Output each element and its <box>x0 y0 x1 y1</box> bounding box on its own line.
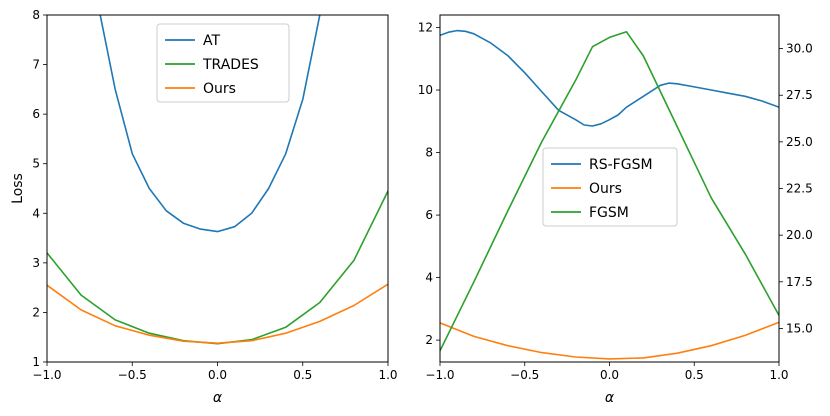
left-chart-legend: AT TRADES Ours <box>156 23 290 103</box>
left-x-tick-label: −0.5 <box>118 368 147 382</box>
right-y2-tick-label: 30.0 <box>786 42 813 56</box>
left-x-tick-label: −1.0 <box>32 368 61 382</box>
left-x-tick-label: 0.0 <box>208 368 227 382</box>
left-y-tick-label: 2 <box>32 305 40 319</box>
right-y2-tick-label: 27.5 <box>786 88 813 102</box>
right-chart: −1.0 −0.5 0.0 0.5 1.0 2 4 6 8 10 12 15.0 17.5 20.0 22.… <box>418 14 813 406</box>
right-x-tick-label: 0.0 <box>600 368 619 382</box>
right-series-line-ours <box>440 321 779 360</box>
right-chart-frame <box>439 14 780 363</box>
left-x-tick-label: 1.0 <box>378 368 397 382</box>
right-chart-series <box>440 29 779 360</box>
right-y2-tick-label: 20.0 <box>786 228 813 242</box>
right-y2-tick-label: 22.5 <box>786 182 813 196</box>
left-y-tick-label: 4 <box>32 206 40 220</box>
left-y-tick-label: 8 <box>32 8 40 22</box>
right-y-tick-label: 8 <box>425 146 433 160</box>
right-y2-tick-label: 17.5 <box>786 275 813 289</box>
right-y2-tick-label: 25.0 <box>786 135 813 149</box>
left-y-tick-label: 7 <box>32 58 40 72</box>
right-chart-legend: RS-FGSM Ours FGSM <box>542 147 678 227</box>
right-series-line-fgsm <box>440 31 779 352</box>
left-y-tick-label: 3 <box>32 256 40 270</box>
left-chart: −1.0 −0.5 0.0 0.5 1.0 1 2 3 4 5 6 7 8 α Loss AT TRADE… <box>10 8 398 406</box>
right-x-tick-label: 1.0 <box>769 368 788 382</box>
left-y-tick-label: 6 <box>32 107 40 121</box>
right-y-tick-label: 10 <box>418 83 433 97</box>
right-y-tick-label: 6 <box>425 208 433 222</box>
right-legend-box <box>542 147 678 227</box>
left-series-line-at <box>99 15 321 233</box>
left-chart-ticks: −1.0 −0.5 0.0 0.5 1.0 1 2 3 4 5 6 7 8 <box>32 8 397 382</box>
left-x-axis-label: α <box>213 390 223 406</box>
right-legend-label-ours: Ours <box>589 181 622 197</box>
right-y-tick-label: 2 <box>425 333 433 347</box>
left-chart-frame <box>46 14 389 363</box>
right-y-tick-label: 12 <box>418 21 433 35</box>
left-y-tick-label: 1 <box>32 355 40 369</box>
right-x-tick-label: 0.5 <box>685 368 704 382</box>
right-x-tick-label: −0.5 <box>510 368 539 382</box>
left-legend-box <box>156 23 290 103</box>
right-chart-ticks: −1.0 −0.5 0.0 0.5 1.0 2 4 6 8 10 12 15.0 17.5 20.0 22.… <box>418 21 813 382</box>
left-x-tick-label: 0.5 <box>293 368 312 382</box>
right-legend-label-fgsm: FGSM <box>589 205 629 221</box>
right-legend-label-rs-fgsm: RS-FGSM <box>589 157 653 173</box>
right-series-line-rs-fgsm <box>440 29 779 127</box>
right-x-axis-label: α <box>605 390 615 406</box>
left-legend-label-at: AT <box>203 33 220 49</box>
right-x-tick-label: −1.0 <box>425 368 454 382</box>
left-chart-series <box>47 15 388 345</box>
right-y2-tick-label: 15.0 <box>786 321 813 335</box>
left-y-axis-label: Loss <box>10 173 26 204</box>
left-y-tick-label: 5 <box>32 157 40 171</box>
left-legend-label-trades: TRADES <box>202 57 259 73</box>
left-series-line-ours <box>47 283 388 344</box>
right-y-tick-label: 4 <box>425 271 433 285</box>
left-legend-label-ours: Ours <box>203 81 236 97</box>
